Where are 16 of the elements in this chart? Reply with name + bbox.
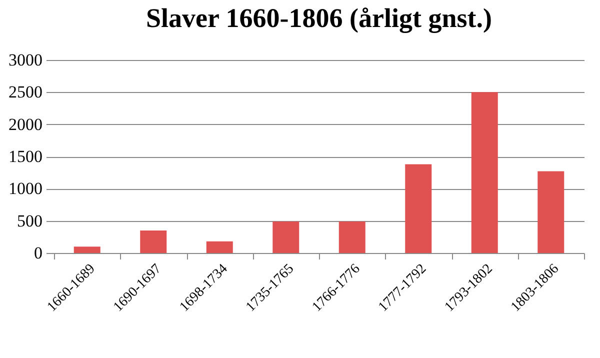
bar: [338, 221, 366, 253]
y-tick-label: 0: [34, 244, 42, 262]
bar: [471, 92, 498, 253]
bar: [405, 164, 432, 253]
bar: [206, 241, 233, 253]
bar: [140, 230, 167, 253]
y-tick-label: 3000: [8, 50, 42, 70]
bar: [74, 246, 100, 253]
y-tick-label: 2500: [8, 82, 42, 102]
y-tick-label: 500: [17, 211, 42, 230]
bar: [538, 171, 564, 253]
bar: [272, 221, 300, 253]
y-tick-label: 2000: [8, 114, 42, 134]
y-tick-label: 1500: [8, 147, 42, 166]
y-tick-label: 1000: [8, 179, 42, 198]
chart-title: Slaver 1660-1806 (årligt gnst.): [146, 3, 492, 33]
